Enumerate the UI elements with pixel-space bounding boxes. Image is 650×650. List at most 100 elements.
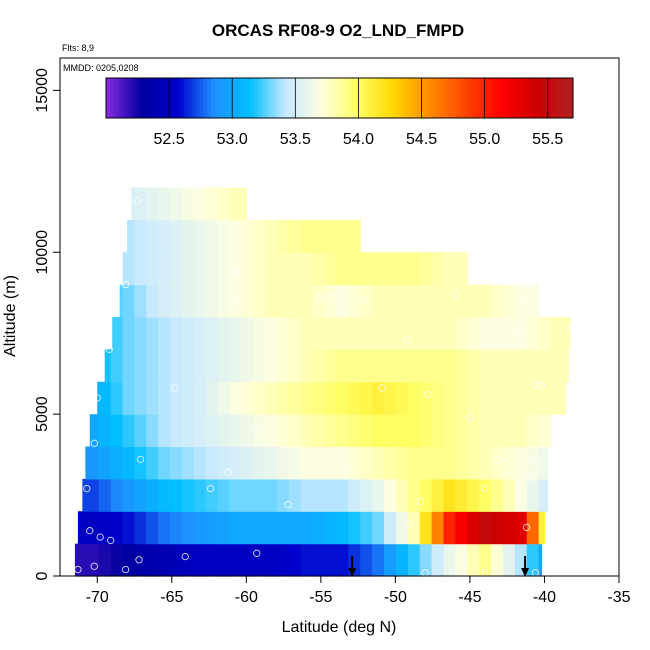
heatmap-cell <box>360 284 373 318</box>
heatmap-cell <box>395 511 409 545</box>
heatmap-cell <box>122 414 135 448</box>
heatmap-cell <box>122 478 135 512</box>
heatmap-cell <box>300 381 314 415</box>
heatmap-cell <box>312 414 326 448</box>
x-tick-label: -70 <box>86 589 109 606</box>
colorbar-segment <box>218 78 224 118</box>
heatmap-cell <box>170 349 183 383</box>
x-tick-label: -45 <box>458 589 481 606</box>
heatmap-cell <box>217 317 231 350</box>
heatmap-cell <box>384 446 397 480</box>
colorbar-segment <box>393 78 399 118</box>
heatmap-cell <box>514 284 528 318</box>
colorbar-segment <box>397 78 403 118</box>
heatmap-cell <box>89 414 100 448</box>
colorbar-segment <box>522 78 527 118</box>
heatmap-cell <box>134 219 147 253</box>
colorbar-segment <box>129 78 134 118</box>
heatmap-cell <box>229 414 242 448</box>
heatmap-cell <box>146 349 159 383</box>
heatmap-cell <box>348 317 361 350</box>
heatmap-cell <box>479 381 492 415</box>
heatmap-cell <box>431 414 445 448</box>
heatmap-cell <box>431 478 445 512</box>
x-tick-label: -60 <box>235 589 258 606</box>
sample-point <box>452 290 461 298</box>
colorbar-segment <box>273 78 278 118</box>
heatmap-cell <box>98 446 112 480</box>
heatmap-cell <box>479 543 492 577</box>
heatmap-cell <box>455 381 468 415</box>
heatmap-cell <box>419 284 433 318</box>
colorbar-segment <box>281 78 286 118</box>
sample-point <box>253 549 261 557</box>
colorbar-segment <box>168 78 173 118</box>
heatmap-cell <box>86 478 100 512</box>
heatmap-cell <box>491 511 504 545</box>
colorbar-segment <box>288 78 294 118</box>
heatmap-cell <box>265 219 278 253</box>
colorbar-tick-label: 53.0 <box>217 131 248 148</box>
colorbar-segment <box>261 78 267 118</box>
heatmap-cell <box>181 446 195 480</box>
heatmap-cell <box>229 187 242 221</box>
heatmap-cell <box>312 478 326 512</box>
heatmap-cell <box>122 511 135 545</box>
colorbar-segment <box>378 78 383 118</box>
heatmap-cell <box>360 414 373 448</box>
heatmap-cell <box>479 317 492 350</box>
heatmap-cell <box>395 446 409 480</box>
heatmap-cell <box>277 349 290 383</box>
sample-point <box>83 484 91 493</box>
heatmap-cell <box>443 414 456 448</box>
heatmap-cell <box>146 381 159 415</box>
colorbar-segment <box>296 78 302 118</box>
heatmap-cell <box>193 381 207 415</box>
colorbar-segment <box>277 78 282 118</box>
colorbar-segment <box>323 78 329 118</box>
heatmap-cell <box>146 219 159 253</box>
heatmap-cell <box>181 478 195 512</box>
heatmap-cell <box>384 381 397 415</box>
plot-area: -70 -65 -60 -55 -50 -45 -40 -35 0 5000 10000 15000 M… <box>34 57 631 606</box>
heatmap-cell <box>312 511 326 545</box>
colorbar-segment <box>362 78 368 118</box>
heatmap-cell <box>193 187 207 221</box>
heatmap-cell <box>455 414 468 448</box>
heatmap-cell <box>360 446 373 480</box>
heatmap-cell <box>122 543 135 577</box>
heatmap-cell <box>538 511 546 545</box>
heatmap-cell <box>134 187 147 221</box>
heatmap-cell <box>288 349 302 383</box>
heatmap-cell <box>277 446 290 480</box>
colorbar-segment <box>475 78 481 118</box>
heatmap-cell <box>277 317 290 350</box>
heatmap-cell <box>360 543 373 577</box>
heatmap-cell <box>384 317 397 350</box>
heatmap-cell <box>193 349 207 383</box>
heatmap-cell <box>181 511 195 545</box>
heatmap-cell <box>526 317 540 350</box>
heatmap-cell <box>336 414 349 448</box>
heatmap-cell <box>158 381 171 415</box>
heatmap-cell <box>110 414 124 448</box>
heatmap-cell <box>241 446 254 480</box>
heatmap-cell <box>467 317 480 350</box>
sample-point <box>534 459 543 467</box>
heatmap-cell <box>277 478 290 512</box>
heatmap-cell <box>407 446 421 480</box>
colorbar-segment <box>211 78 216 118</box>
sample-point <box>521 297 529 305</box>
colorbar-segment <box>502 78 508 118</box>
heatmap-cell <box>110 381 124 415</box>
heatmap-cell <box>110 543 124 577</box>
heatmap-cell <box>241 317 254 350</box>
heatmap-cell <box>205 349 219 383</box>
sample-point <box>93 394 101 402</box>
heatmap-cell <box>514 414 528 448</box>
heatmap-cell <box>384 511 397 545</box>
heatmap-cell <box>372 381 385 415</box>
heatmap-cell <box>217 543 231 577</box>
sample-point <box>171 384 179 392</box>
colorbar-segment <box>137 78 142 118</box>
